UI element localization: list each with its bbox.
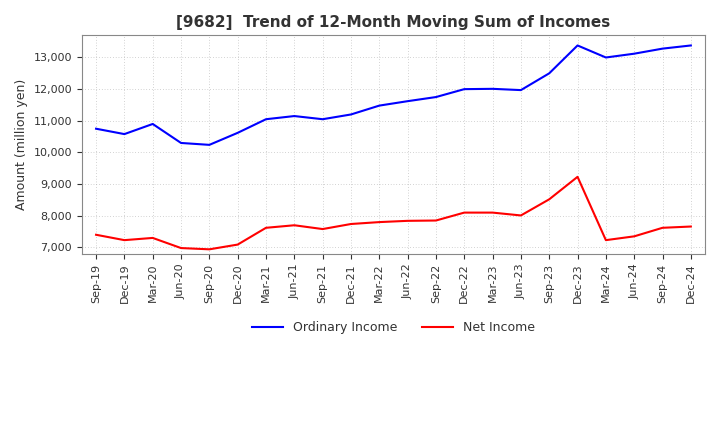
Ordinary Income bbox=[460, 87, 469, 92]
Net Income bbox=[375, 220, 384, 225]
Ordinary Income bbox=[318, 117, 327, 122]
Ordinary Income bbox=[346, 112, 355, 117]
Ordinary Income bbox=[403, 99, 412, 104]
Net Income bbox=[233, 242, 242, 247]
Net Income bbox=[686, 224, 695, 229]
Net Income bbox=[573, 174, 582, 180]
Net Income bbox=[630, 234, 639, 239]
Ordinary Income bbox=[431, 95, 440, 100]
Ordinary Income bbox=[488, 86, 497, 92]
Net Income bbox=[91, 232, 100, 238]
Ordinary Income bbox=[375, 103, 384, 108]
Net Income bbox=[261, 225, 270, 231]
Net Income bbox=[176, 246, 185, 251]
Title: [9682]  Trend of 12-Month Moving Sum of Incomes: [9682] Trend of 12-Month Moving Sum of I… bbox=[176, 15, 611, 30]
Ordinary Income bbox=[545, 71, 554, 76]
Net Income bbox=[431, 218, 440, 223]
Ordinary Income bbox=[176, 140, 185, 146]
Net Income bbox=[545, 197, 554, 202]
Net Income bbox=[601, 238, 610, 243]
Net Income bbox=[120, 238, 129, 243]
Ordinary Income bbox=[686, 43, 695, 48]
Net Income bbox=[290, 223, 299, 228]
Net Income bbox=[403, 218, 412, 224]
Ordinary Income bbox=[120, 132, 129, 137]
Ordinary Income bbox=[233, 130, 242, 136]
Line: Ordinary Income: Ordinary Income bbox=[96, 45, 690, 145]
Net Income bbox=[346, 221, 355, 227]
Legend: Ordinary Income, Net Income: Ordinary Income, Net Income bbox=[246, 316, 541, 339]
Ordinary Income bbox=[205, 142, 214, 147]
Net Income bbox=[205, 247, 214, 252]
Ordinary Income bbox=[601, 55, 610, 60]
Net Income bbox=[488, 210, 497, 215]
Line: Net Income: Net Income bbox=[96, 177, 690, 249]
Ordinary Income bbox=[516, 88, 525, 93]
Net Income bbox=[658, 225, 667, 231]
Ordinary Income bbox=[290, 114, 299, 119]
Ordinary Income bbox=[658, 46, 667, 51]
Ordinary Income bbox=[148, 121, 157, 127]
Ordinary Income bbox=[91, 126, 100, 132]
Ordinary Income bbox=[630, 51, 639, 56]
Ordinary Income bbox=[261, 117, 270, 122]
Net Income bbox=[460, 210, 469, 215]
Ordinary Income bbox=[573, 43, 582, 48]
Y-axis label: Amount (million yen): Amount (million yen) bbox=[15, 79, 28, 210]
Net Income bbox=[148, 235, 157, 241]
Net Income bbox=[516, 213, 525, 218]
Net Income bbox=[318, 227, 327, 232]
